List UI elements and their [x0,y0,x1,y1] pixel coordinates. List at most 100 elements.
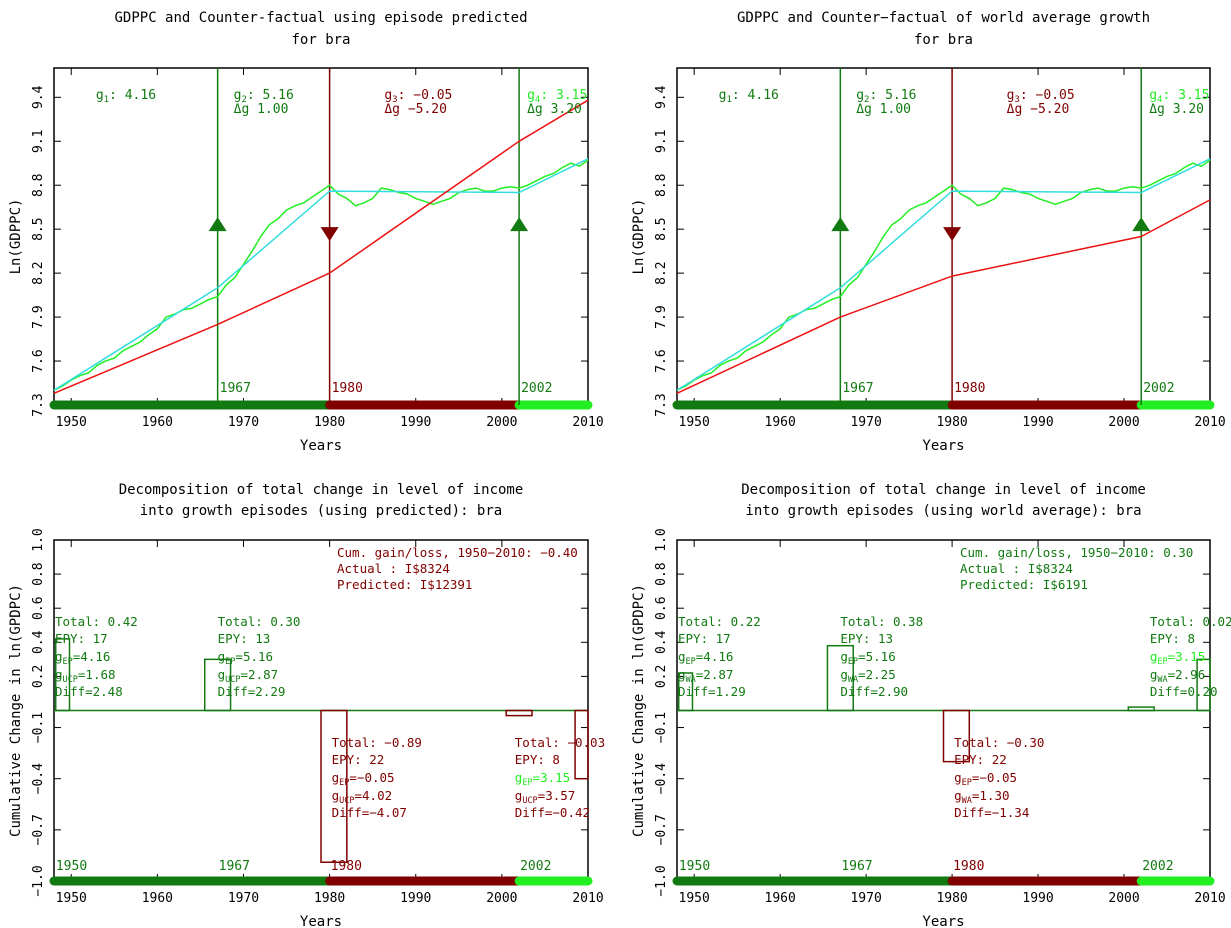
y-tick-label: 0.4 [654,630,669,654]
up-arrow-icon [510,217,529,232]
episode-diff: Diff=−4.07 [332,805,407,820]
episode-growth: gEP=4.16 [678,649,733,667]
growth-change-label: Δg −5.20 [1007,102,1070,117]
growth-rate-label: g4: 3.15 [527,88,587,105]
y-axis-label: Cumulative Change in ln(GPDPC) [631,584,647,837]
chart-subtitle: into growth episodes (using predicted): … [140,503,502,519]
episode-year-label: 2002 [520,859,551,874]
episode-diff: Diff=−0.42 [515,805,590,820]
counterfactual-growth: gWA=2.96 [1150,667,1205,685]
chart-title: Decomposition of total change in level o… [119,482,524,498]
cumulative-change-bar [826,644,854,712]
x-tick-label: 2000 [1108,415,1139,430]
episode-diff: Diff=2.29 [218,684,286,699]
x-axis-label: Years [300,438,342,454]
cumulative-change-bar [1127,706,1155,712]
x-tick-label: 1970 [228,415,259,430]
chart-title: GDPPC and Counter-factual using episode … [114,10,527,26]
cumulative-change-bar [54,638,71,712]
growth-change-label: Δg 3.20 [1149,102,1204,117]
chart-subtitle: for bra [914,32,973,48]
counterfactual-growth: gWA=2.25 [840,667,895,685]
y-axis-label: Cumulative Change in ln(GPDPC) [8,584,24,837]
episode-years: EPY: 22 [332,752,385,767]
x-axis-label: Years [922,438,964,454]
episode-year-label: 2002 [1143,381,1174,396]
counterfactual-growth: gUCP=3.57 [515,788,576,806]
counterfactual-growth: gUCP=1.68 [55,667,116,685]
episode-year-label: 1950 [679,859,710,874]
episode-diff: Diff=1.29 [678,684,746,699]
episode-total: Total: 0.22 [678,614,761,629]
episode-growth: gEP=3.15 [1150,649,1205,667]
y-tick-label: 8.5 [654,217,669,240]
episode-total: Total: 0.42 [55,614,138,629]
episode-years: EPY: 13 [218,631,271,646]
growth-rate-label: g3: −0.05 [1007,88,1075,105]
episode-years: EPY: 22 [954,752,1007,767]
x-tick-label: 1990 [1022,415,1053,430]
growth-rate-label: g4: 3.15 [1149,88,1209,105]
y-tick-label: −0.1 [31,712,46,743]
y-tick-label: 0.2 [654,665,669,688]
episode-years: EPY: 8 [515,752,560,767]
episode-year-label: 1967 [219,859,250,874]
y-tick-label: 0.4 [31,630,46,654]
x-tick-label: 1990 [400,891,431,906]
x-tick-label: 1980 [314,891,345,906]
episode-total: Total: 0.30 [218,614,301,629]
up-arrow-icon [831,217,850,232]
series-line [676,158,1211,391]
episode-year-label: 2002 [521,381,552,396]
episode-year-label: 1967 [841,859,872,874]
summary-line: Cum. gain/loss, 1950−2010: −0.40 [337,545,578,560]
panel-1: GDPPC and Counter-factual using episode … [8,10,604,454]
down-arrow-icon [943,227,962,242]
y-tick-label: 9.4 [654,85,669,109]
y-tick-label: −0.4 [654,763,669,794]
plot-frame [53,67,589,406]
x-tick-label: 1960 [142,891,173,906]
x-tick-label: 1980 [314,415,345,430]
x-tick-label: 1950 [679,891,710,906]
x-tick-label: 2010 [1194,415,1225,430]
cumulative-change-bar [203,658,232,712]
y-tick-label: 7.3 [654,393,669,416]
episode-year-label: 1980 [331,859,362,874]
episode-total: Total: 0.38 [840,614,923,629]
y-tick-label: 0.8 [654,562,669,585]
y-axis-label: Ln(GDPPC) [631,199,647,275]
episode-diff: Diff=2.90 [840,684,908,699]
episode-year-label: 1980 [953,859,984,874]
y-tick-label: 8.2 [31,261,46,284]
panel-2: GDPPC and Counter−factual of world avera… [631,10,1226,454]
y-tick-label: 0.6 [31,596,46,619]
x-tick-label: 1970 [850,415,881,430]
cumulative-change-bar [942,709,971,763]
episode-growth: gEP=3.15 [515,770,570,788]
x-tick-label: 1960 [142,415,173,430]
x-tick-label: 2000 [486,891,517,906]
episode-total: Total: −0.89 [332,735,422,750]
y-tick-label: 8.5 [31,217,46,240]
y-tick-label: −1.0 [654,865,669,896]
x-axis-label: Years [922,914,964,928]
x-tick-label: 2010 [572,415,603,430]
summary-line: Predicted: I$6191 [960,577,1088,592]
y-tick-label: 0.2 [31,665,46,688]
x-tick-label: 1950 [56,891,87,906]
x-tick-label: 1950 [56,415,87,430]
growth-rate-label: g1: 4.16 [719,88,779,105]
counterfactual-growth: gWA=2.87 [678,667,733,685]
episode-diff: Diff=−1.34 [954,805,1029,820]
growth-rate-label: g1: 4.16 [96,88,156,105]
episode-year-label: 1980 [332,381,363,396]
summary-line: Actual : I$8324 [337,561,450,576]
cumulative-change-bar [505,709,533,717]
x-tick-label: 1990 [400,415,431,430]
episode-year-label: 1950 [56,859,87,874]
plot-frame [676,67,1211,406]
growth-rate-label: g3: −0.05 [384,88,452,105]
y-tick-label: −0.7 [654,814,669,845]
